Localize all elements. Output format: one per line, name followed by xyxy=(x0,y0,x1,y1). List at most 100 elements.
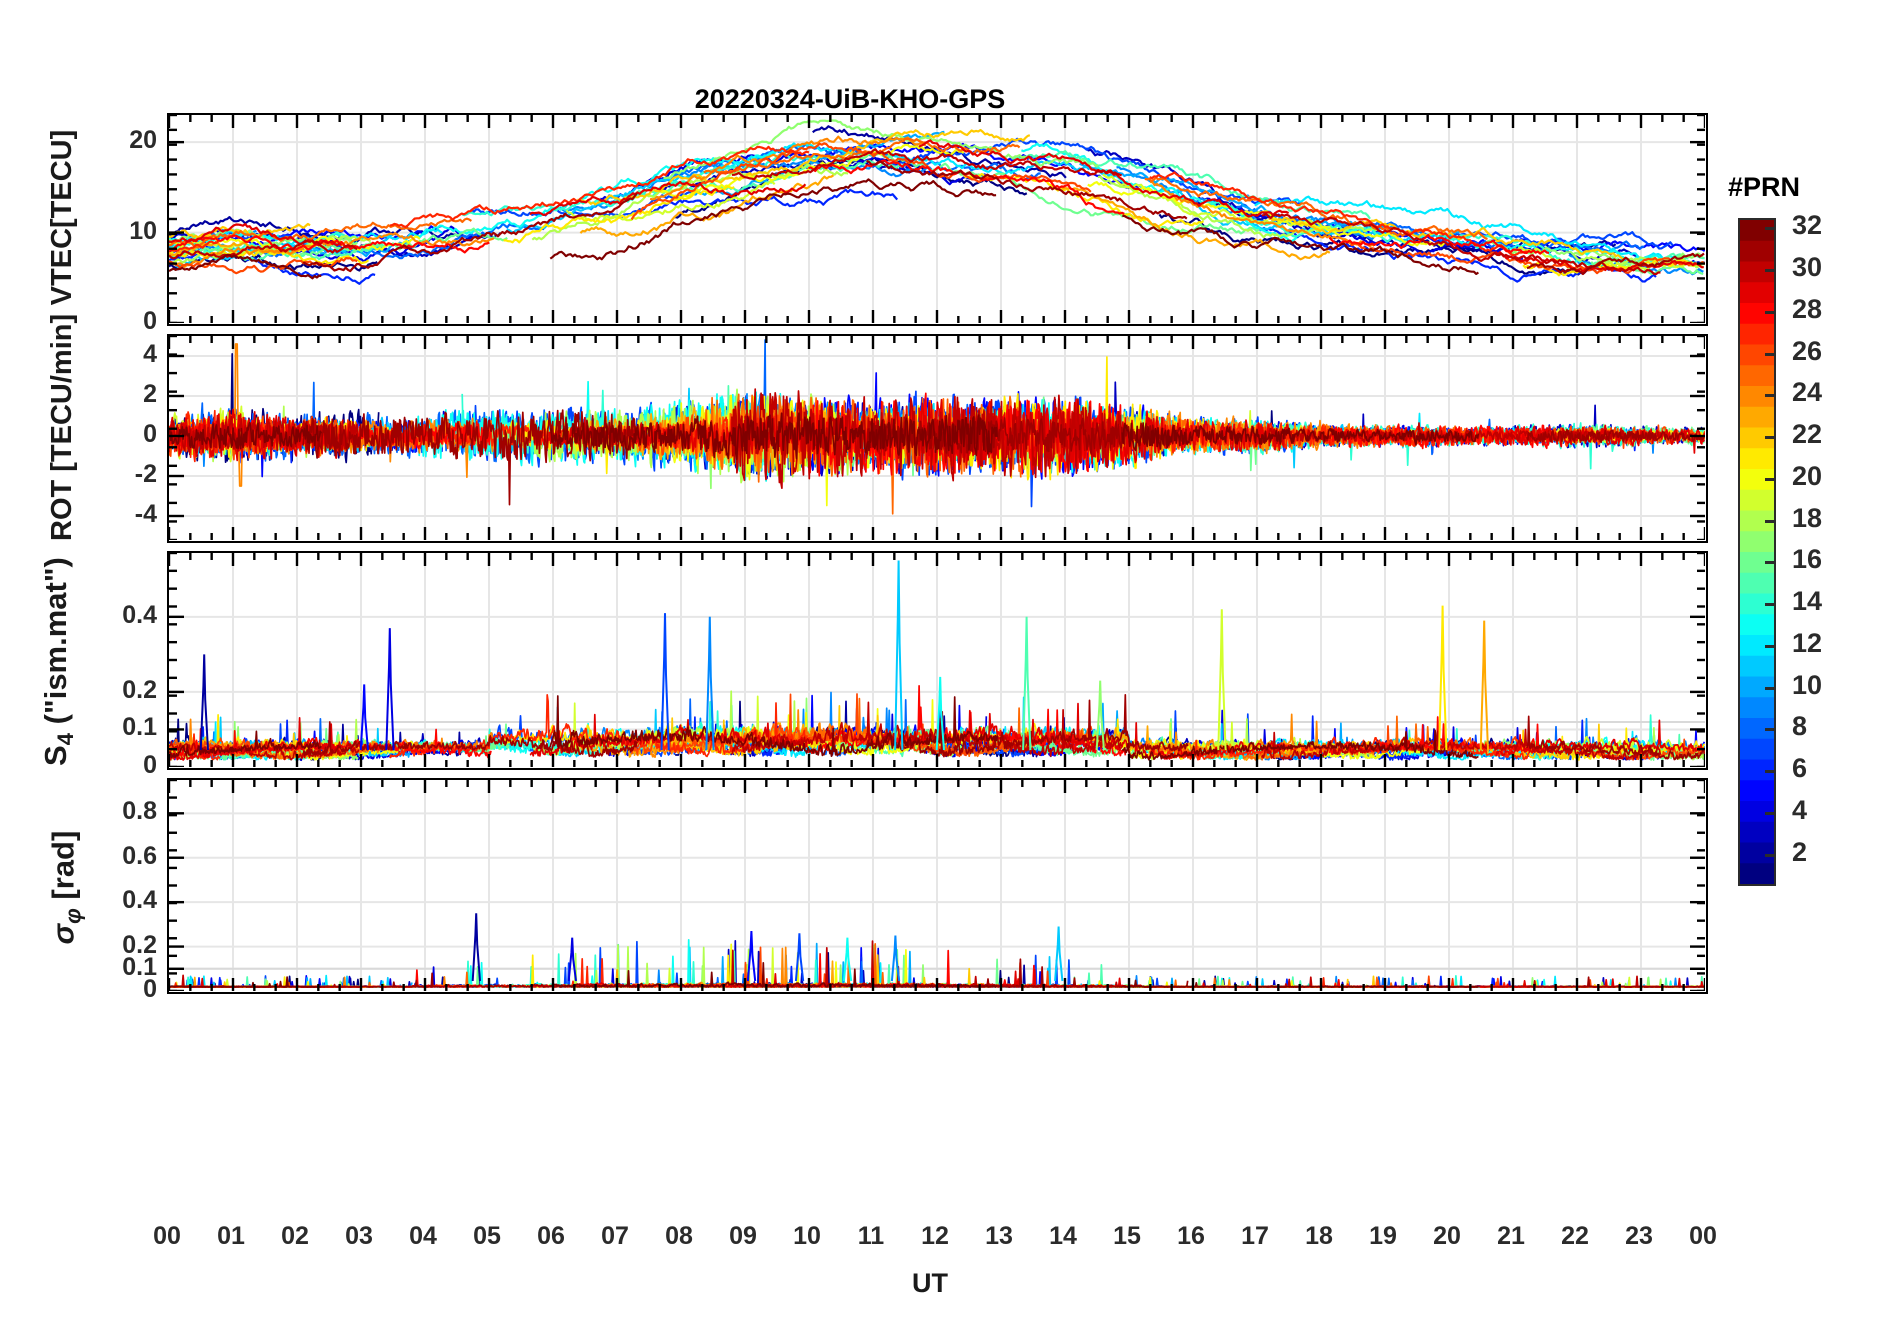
y-tick-s4-0p4: 0.4 xyxy=(122,600,157,629)
colorbar-band-8 xyxy=(1740,718,1774,740)
colorbar-band-5 xyxy=(1740,780,1774,802)
series-prn-32 xyxy=(169,421,323,450)
colorbar-band-9 xyxy=(1740,697,1774,719)
colorbar-tickmark-10 xyxy=(1765,686,1774,690)
series-prn-31 xyxy=(302,192,638,273)
y-tick-rot-2: 2 xyxy=(143,380,157,408)
y-tick-sigphi-0p6: 0.6 xyxy=(122,841,157,870)
colorbar-band-25 xyxy=(1740,365,1774,387)
series-prn-7 xyxy=(891,137,1302,206)
series-prn-31 xyxy=(1526,252,1705,276)
spike-marker xyxy=(1095,680,1105,751)
colorbar-band-1 xyxy=(1740,863,1774,885)
y-axis-label-s4: S4 ("ism.mat") xyxy=(37,557,78,767)
colorbar[interactable] xyxy=(1738,218,1776,886)
x-tick-5: 05 xyxy=(473,1222,501,1250)
series-prn-32 xyxy=(1121,422,1480,452)
series-prn-32 xyxy=(549,695,998,758)
colorbar-tick-32: 32 xyxy=(1792,210,1823,241)
spike-marker xyxy=(935,676,945,751)
colorbar-band-19 xyxy=(1740,489,1774,512)
series-prn-7 xyxy=(467,189,695,219)
y-tick-sigphi-0p8: 0.8 xyxy=(122,797,157,826)
spike-marker xyxy=(471,913,481,982)
spike-marker xyxy=(385,628,395,751)
x-tick-13: 13 xyxy=(985,1222,1013,1250)
x-tick-24: 00 xyxy=(1689,1222,1717,1250)
series-prn-31 xyxy=(302,409,638,506)
series-prn-31 xyxy=(866,159,1188,220)
spike-marker xyxy=(1022,616,1032,751)
x-tick-21: 21 xyxy=(1497,1222,1525,1250)
colorbar-tickmark-22 xyxy=(1765,436,1774,440)
series-prn-29 xyxy=(1494,719,1705,757)
colorbar-band-13 xyxy=(1740,614,1774,636)
axis-ticks xyxy=(169,780,1705,991)
series-prn-28 xyxy=(807,684,1127,757)
series-prn-31 xyxy=(302,721,638,758)
y-tick-s4-0p2: 0.2 xyxy=(122,675,157,704)
x-tick-8: 08 xyxy=(665,1222,693,1250)
series-prn-22 xyxy=(169,222,311,239)
spike-marker xyxy=(794,933,805,982)
axis-ticks xyxy=(169,336,1705,540)
colorbar-band-7 xyxy=(1740,738,1774,761)
series-prn-30 xyxy=(169,415,360,454)
colorbar-band-32 xyxy=(1740,220,1774,242)
x-tick-10: 10 xyxy=(793,1222,821,1250)
y-tick-rot-neg4: -4 xyxy=(134,500,157,528)
plot-panel-rot[interactable] xyxy=(167,334,1708,543)
plot-panel-sigphi[interactable] xyxy=(167,778,1708,994)
spike-marker xyxy=(199,654,209,751)
colorbar-band-14 xyxy=(1740,593,1774,615)
series-prn-30 xyxy=(731,148,1123,181)
x-tick-17: 17 xyxy=(1241,1222,1269,1250)
colorbar-tick-28: 28 xyxy=(1792,293,1823,324)
colorbar-band-11 xyxy=(1740,655,1774,678)
series-prn-19 xyxy=(565,180,776,222)
colorbar-tickmark-18 xyxy=(1765,519,1774,523)
series-prn-20 xyxy=(1087,181,1445,247)
colorbar-tick-18: 18 xyxy=(1792,502,1823,533)
spike-marker xyxy=(1438,605,1448,751)
colorbar-tick-30: 30 xyxy=(1792,252,1823,283)
x-tick-23: 23 xyxy=(1625,1222,1653,1250)
colorbar-band-21 xyxy=(1740,448,1774,470)
data-series-group xyxy=(169,560,1705,762)
series-prn-32 xyxy=(549,961,998,988)
y-tick-rot-neg2: -2 xyxy=(134,460,157,488)
colorbar-band-6 xyxy=(1740,759,1774,781)
series-prn-1 xyxy=(1158,213,1597,276)
colorbar-tickmark-12 xyxy=(1765,644,1774,648)
colorbar-band-31 xyxy=(1740,240,1774,263)
colorbar-band-3 xyxy=(1740,821,1774,844)
x-tick-16: 16 xyxy=(1177,1222,1205,1250)
colorbar-tickmark-32 xyxy=(1765,227,1774,231)
axis-ticks xyxy=(169,553,1705,767)
x-tick-14: 14 xyxy=(1049,1222,1077,1250)
plot-panel-vtec[interactable] xyxy=(167,113,1708,326)
x-tick-7: 07 xyxy=(601,1222,629,1250)
colorbar-band-27 xyxy=(1740,323,1774,346)
colorbar-band-22 xyxy=(1740,427,1774,449)
series-prn-25 xyxy=(169,217,472,248)
series-prn-24 xyxy=(1150,180,1375,248)
series-prn-28 xyxy=(1328,233,1550,255)
series-prn-24 xyxy=(649,946,927,988)
colorbar-band-15 xyxy=(1740,572,1774,595)
y-tick-sigphi-0p1: 0.1 xyxy=(122,952,157,981)
colorbar-title: #PRN xyxy=(1728,172,1801,202)
colorbar-tick-8: 8 xyxy=(1792,711,1808,742)
colorbar-tick-22: 22 xyxy=(1792,419,1823,450)
series-prn-27 xyxy=(169,240,219,252)
y-axis-label-vtec: VTEC[TECU] xyxy=(45,129,78,306)
series-prn-26 xyxy=(630,142,1092,221)
x-tick-22: 22 xyxy=(1561,1222,1589,1250)
data-series-group xyxy=(169,119,1705,285)
plot-panel-s4[interactable] xyxy=(167,551,1708,770)
series-prn-26 xyxy=(1350,242,1705,275)
x-tick-1: 01 xyxy=(217,1222,245,1250)
x-axis-label: UT xyxy=(912,1268,948,1298)
series-prn-27 xyxy=(1149,171,1529,257)
colorbar-band-20 xyxy=(1740,469,1774,491)
